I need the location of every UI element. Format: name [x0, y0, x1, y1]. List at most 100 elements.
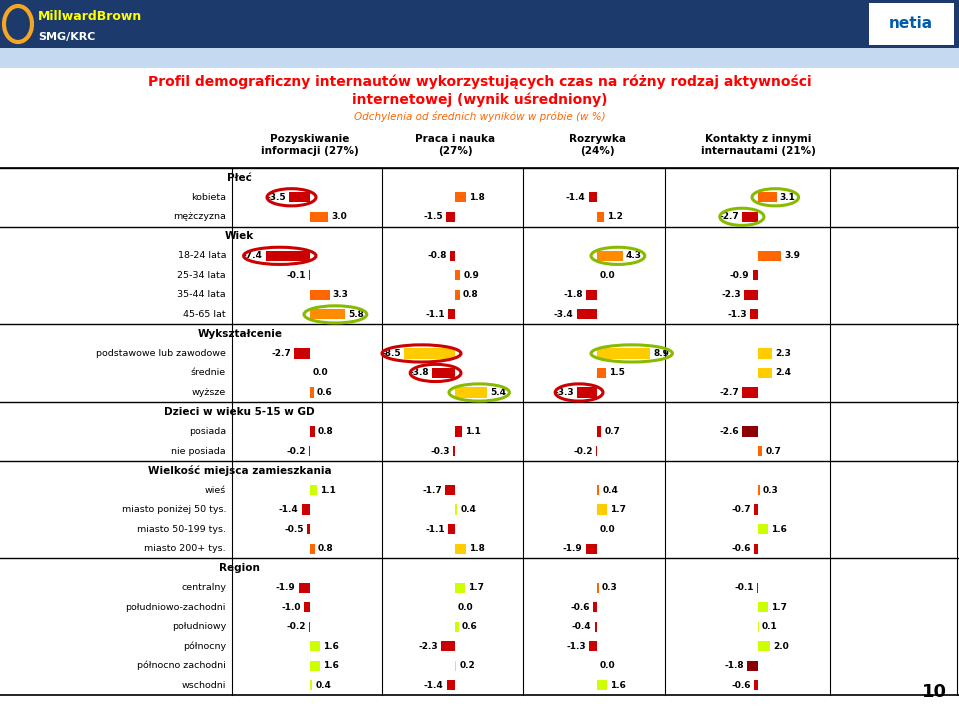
Text: -0.3: -0.3 — [431, 446, 450, 456]
Text: -3.8: -3.8 — [409, 369, 430, 377]
Text: netia: netia — [889, 16, 933, 31]
Text: 0.0: 0.0 — [600, 271, 616, 279]
Text: 2.4: 2.4 — [776, 369, 791, 377]
Text: miasto 50-199 tys.: miasto 50-199 tys. — [137, 525, 226, 533]
Text: -2.3: -2.3 — [418, 642, 438, 651]
FancyBboxPatch shape — [758, 446, 762, 456]
Text: 5.8: 5.8 — [348, 310, 363, 319]
Text: 0.8: 0.8 — [317, 544, 334, 553]
FancyBboxPatch shape — [596, 446, 597, 456]
FancyBboxPatch shape — [747, 661, 758, 671]
Text: 0.0: 0.0 — [600, 661, 616, 670]
FancyBboxPatch shape — [586, 543, 597, 554]
Text: -0.6: -0.6 — [732, 681, 752, 689]
FancyBboxPatch shape — [595, 622, 597, 632]
FancyBboxPatch shape — [310, 289, 330, 300]
Text: 0.1: 0.1 — [761, 622, 778, 631]
Text: -1.4: -1.4 — [566, 193, 586, 202]
FancyBboxPatch shape — [576, 309, 597, 319]
FancyBboxPatch shape — [597, 583, 598, 593]
Text: centralny: centralny — [181, 583, 226, 593]
Text: 0.4: 0.4 — [602, 486, 619, 495]
Text: -0.1: -0.1 — [287, 271, 306, 279]
Text: -1.3: -1.3 — [728, 310, 747, 319]
FancyBboxPatch shape — [310, 543, 315, 554]
FancyBboxPatch shape — [758, 193, 777, 202]
Text: wyższe: wyższe — [192, 388, 226, 397]
Text: 0.7: 0.7 — [765, 446, 781, 456]
Text: -2.3: -2.3 — [721, 290, 741, 299]
FancyBboxPatch shape — [301, 505, 310, 515]
FancyBboxPatch shape — [455, 270, 460, 280]
FancyBboxPatch shape — [307, 524, 310, 534]
Text: Region: Region — [220, 563, 260, 573]
FancyBboxPatch shape — [742, 212, 758, 222]
FancyBboxPatch shape — [742, 426, 758, 436]
FancyBboxPatch shape — [758, 485, 760, 495]
FancyBboxPatch shape — [597, 426, 601, 436]
Text: średnie: średnie — [191, 369, 226, 377]
Text: południowo-zachodni: południowo-zachodni — [126, 602, 226, 612]
FancyBboxPatch shape — [758, 349, 772, 359]
FancyBboxPatch shape — [753, 270, 758, 280]
FancyBboxPatch shape — [455, 193, 466, 202]
FancyBboxPatch shape — [758, 524, 767, 534]
Text: 0.6: 0.6 — [316, 388, 333, 397]
Text: -3.3: -3.3 — [554, 388, 574, 397]
Text: -7.4: -7.4 — [243, 252, 263, 260]
FancyBboxPatch shape — [289, 193, 310, 202]
Text: internetowej (wynik uśredniony): internetowej (wynik uśredniony) — [352, 93, 607, 107]
FancyBboxPatch shape — [310, 485, 316, 495]
Text: 2.3: 2.3 — [775, 349, 790, 358]
FancyBboxPatch shape — [758, 368, 772, 378]
FancyBboxPatch shape — [445, 485, 455, 495]
Text: Wiek: Wiek — [225, 231, 254, 241]
FancyBboxPatch shape — [455, 543, 466, 554]
FancyBboxPatch shape — [758, 602, 768, 612]
Text: 1.6: 1.6 — [322, 661, 339, 670]
Text: 0.4: 0.4 — [460, 505, 477, 514]
Text: Rozrywka
(24%): Rozrywka (24%) — [569, 134, 625, 155]
Text: 5.4: 5.4 — [490, 388, 506, 397]
Text: SMG/KRC: SMG/KRC — [38, 32, 95, 42]
FancyBboxPatch shape — [455, 622, 458, 632]
Text: MillwardBrown: MillwardBrown — [38, 11, 142, 24]
Text: 1.6: 1.6 — [322, 642, 339, 651]
Text: -1.8: -1.8 — [725, 661, 744, 670]
FancyBboxPatch shape — [597, 251, 622, 261]
FancyBboxPatch shape — [755, 543, 758, 554]
Text: -2.7: -2.7 — [719, 388, 738, 397]
Text: podstawowe lub zawodowe: podstawowe lub zawodowe — [96, 349, 226, 358]
Text: 1.8: 1.8 — [469, 193, 484, 202]
Text: 0.8: 0.8 — [317, 427, 334, 436]
FancyBboxPatch shape — [455, 426, 461, 436]
Text: -3.5: -3.5 — [267, 193, 286, 202]
Text: 1.8: 1.8 — [469, 544, 484, 553]
FancyBboxPatch shape — [589, 193, 597, 202]
FancyBboxPatch shape — [450, 251, 455, 261]
FancyBboxPatch shape — [758, 251, 782, 261]
Text: 1.7: 1.7 — [468, 583, 484, 593]
Text: -0.2: -0.2 — [573, 446, 593, 456]
FancyBboxPatch shape — [293, 349, 310, 359]
Text: 0.6: 0.6 — [461, 622, 478, 631]
Text: -2.6: -2.6 — [720, 427, 739, 436]
Text: -1.8: -1.8 — [564, 290, 583, 299]
FancyBboxPatch shape — [754, 505, 758, 515]
FancyBboxPatch shape — [455, 387, 487, 398]
Text: -0.6: -0.6 — [732, 544, 752, 553]
FancyBboxPatch shape — [310, 309, 345, 319]
Text: wschodni: wschodni — [181, 681, 226, 689]
Text: 8.9: 8.9 — [653, 349, 669, 358]
Text: 35-44 lata: 35-44 lata — [177, 290, 226, 299]
Text: -0.1: -0.1 — [735, 583, 755, 593]
Text: -0.5: -0.5 — [285, 525, 304, 533]
Text: -0.7: -0.7 — [731, 505, 751, 514]
FancyBboxPatch shape — [586, 289, 597, 300]
Text: -1.0: -1.0 — [282, 602, 301, 612]
FancyBboxPatch shape — [304, 602, 310, 612]
FancyBboxPatch shape — [309, 446, 310, 456]
FancyBboxPatch shape — [589, 641, 597, 651]
Text: -0.8: -0.8 — [428, 252, 447, 260]
Text: -1.5: -1.5 — [423, 212, 443, 221]
